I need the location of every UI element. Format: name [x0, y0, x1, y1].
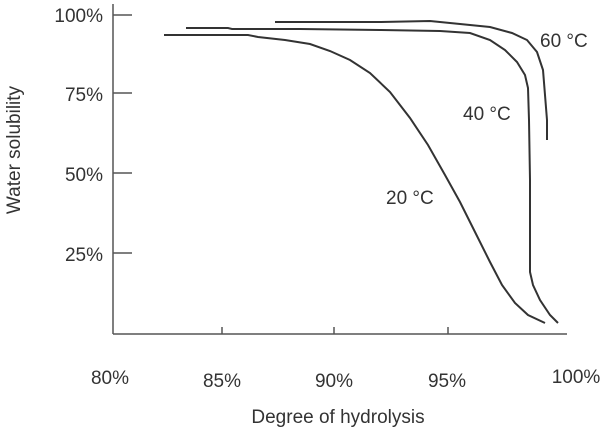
- series-label-20c: 20 °C: [386, 188, 434, 209]
- x-axis-title: Degree of hydrolysis: [251, 407, 424, 428]
- y-tick-label: 25%: [65, 245, 103, 266]
- x-tick-label: 85%: [203, 371, 241, 392]
- y-tick-label: 50%: [65, 165, 103, 186]
- x-tick-label: 95%: [428, 371, 466, 392]
- series-label-40c: 40 °C: [463, 104, 511, 125]
- x-tick-label: 80%: [91, 368, 129, 389]
- y-tick-label: 75%: [65, 85, 103, 106]
- y-tick-label: 100%: [54, 6, 103, 27]
- x-tick-label: 100%: [552, 367, 601, 388]
- series-line-60c: [275, 19, 548, 140]
- y-axis-title: Water solubility: [4, 85, 25, 214]
- series-line-40c: [186, 27, 559, 324]
- series-line-20c: [164, 34, 546, 324]
- series-label-60c: 60 °C: [540, 31, 588, 52]
- x-tick-label: 90%: [315, 371, 353, 392]
